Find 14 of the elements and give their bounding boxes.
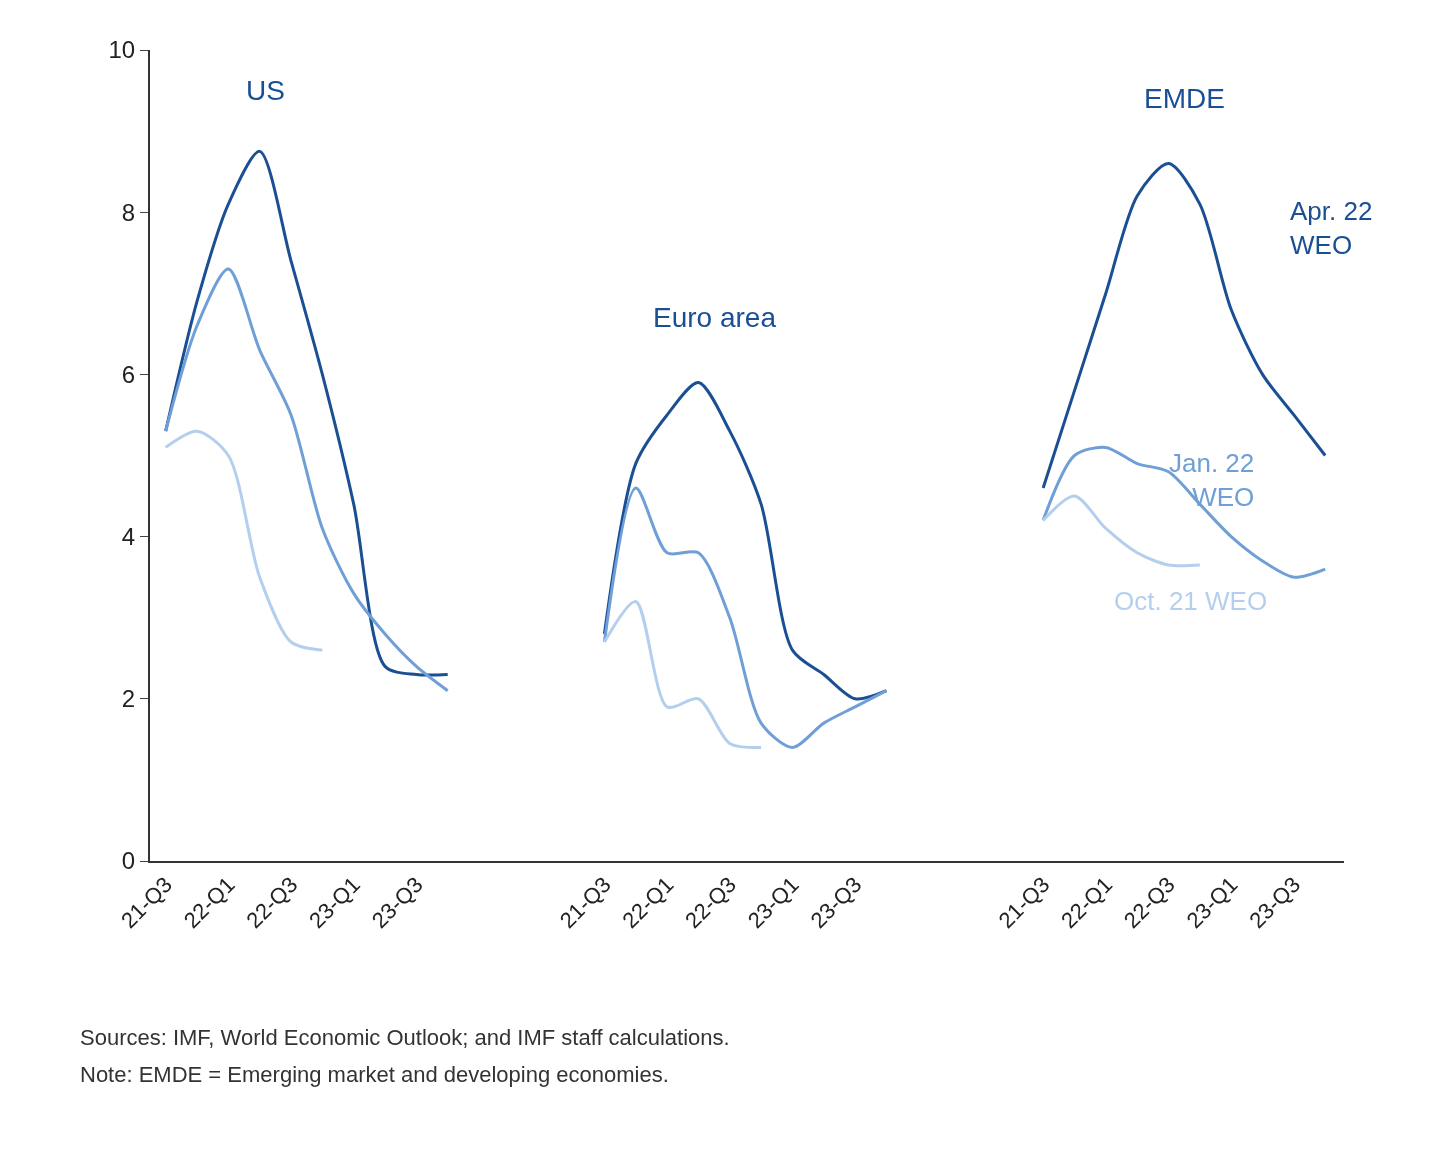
y-tick-label: 6 <box>121 360 136 388</box>
annotation: Euro area <box>653 302 777 333</box>
source-note: Sources: IMF, World Economic Outlook; and IMF staff calculations. <box>80 1025 730 1050</box>
text: Apr. 22 WEO <box>1290 196 1373 260</box>
y-tick-label: 10 <box>108 36 136 64</box>
y-tick-label: 0 <box>121 847 136 875</box>
y-tick-label: 4 <box>121 523 136 550</box>
series-label: Oct. 21 WEO <box>1114 586 1268 616</box>
text: Note: EMDE = Emerging market and developing economies. <box>80 1062 669 1087</box>
y-tick-label: 8 <box>121 198 136 226</box>
y-tick-label: 2 <box>121 685 136 713</box>
annotation: US <box>246 75 285 106</box>
series-label: Jan. 22 WEO <box>1169 448 1255 512</box>
annotation: EMDE <box>1144 83 1225 114</box>
